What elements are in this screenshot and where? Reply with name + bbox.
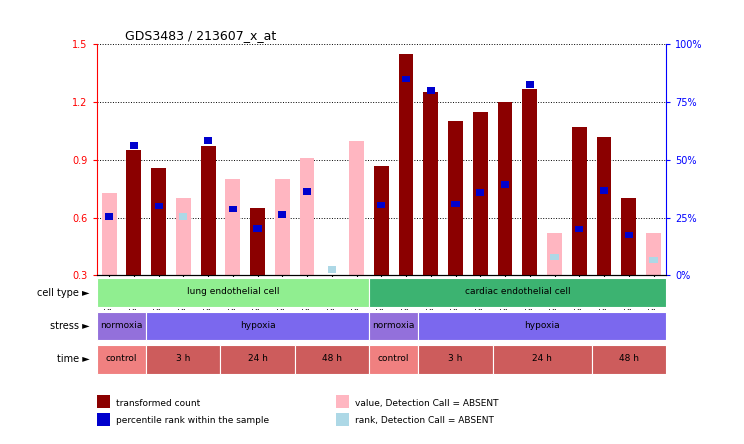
Text: 3 h: 3 h — [176, 354, 190, 363]
Bar — [597, 137, 612, 275]
Bar — [374, 166, 388, 275]
Bar — [572, 127, 587, 275]
Bar — [575, 226, 583, 233]
Bar — [551, 254, 559, 260]
Bar — [452, 201, 460, 207]
Bar — [402, 75, 410, 83]
Text: normoxia: normoxia — [373, 321, 415, 330]
Bar — [369, 345, 418, 373]
Text: hypoxia: hypoxia — [240, 321, 275, 330]
Bar — [105, 213, 113, 220]
Bar — [369, 278, 666, 307]
Bar — [327, 266, 336, 273]
Text: transformed count: transformed count — [116, 399, 200, 408]
Bar — [646, 233, 661, 275]
Bar — [97, 278, 369, 307]
Bar — [427, 87, 435, 94]
Text: stress ►: stress ► — [50, 321, 89, 331]
Bar — [97, 312, 147, 340]
Bar — [369, 312, 418, 340]
Bar — [201, 147, 216, 275]
Bar — [300, 158, 315, 275]
Bar — [129, 142, 138, 149]
Bar — [147, 312, 369, 340]
Bar — [155, 202, 163, 210]
Bar — [473, 112, 488, 275]
Bar — [275, 179, 289, 275]
Bar — [418, 345, 493, 373]
Bar — [493, 345, 591, 373]
Text: hypoxia: hypoxia — [525, 321, 560, 330]
Bar — [600, 187, 608, 194]
Bar — [650, 257, 658, 263]
Bar — [220, 345, 295, 373]
Bar — [250, 208, 265, 275]
Text: control: control — [378, 354, 409, 363]
Bar — [498, 102, 513, 275]
Bar — [278, 211, 286, 218]
Text: 3 h: 3 h — [449, 354, 463, 363]
Text: cell type ►: cell type ► — [36, 288, 89, 297]
Bar — [625, 231, 633, 238]
Text: 24 h: 24 h — [532, 354, 552, 363]
Text: cardiac endothelial cell: cardiac endothelial cell — [464, 287, 570, 297]
Bar — [349, 141, 364, 275]
Text: rank, Detection Call = ABSENT: rank, Detection Call = ABSENT — [355, 416, 494, 425]
Bar — [97, 345, 147, 373]
Bar — [399, 54, 414, 275]
Bar — [225, 179, 240, 275]
Bar — [254, 225, 262, 231]
Bar — [204, 137, 212, 144]
Text: value, Detection Call = ABSENT: value, Detection Call = ABSENT — [355, 399, 498, 408]
Bar — [151, 167, 166, 275]
Bar — [526, 81, 534, 88]
Bar — [448, 121, 463, 275]
Text: lung endothelial cell: lung endothelial cell — [187, 287, 279, 297]
Bar — [418, 312, 666, 340]
Bar — [621, 198, 636, 275]
Bar — [377, 202, 385, 208]
Text: 24 h: 24 h — [248, 354, 268, 363]
Text: 48 h: 48 h — [322, 354, 341, 363]
Bar — [179, 213, 187, 220]
Bar — [295, 345, 369, 373]
Text: normoxia: normoxia — [100, 321, 143, 330]
Text: GDS3483 / 213607_x_at: GDS3483 / 213607_x_at — [125, 29, 277, 42]
Bar — [126, 150, 141, 275]
Bar — [303, 188, 311, 195]
Bar — [476, 189, 484, 196]
Text: control: control — [106, 354, 137, 363]
Bar — [501, 182, 509, 188]
Bar — [547, 233, 562, 275]
Bar — [176, 198, 190, 275]
Bar — [102, 193, 117, 275]
Bar — [147, 345, 220, 373]
Text: 48 h: 48 h — [619, 354, 639, 363]
Text: time ►: time ► — [57, 354, 89, 364]
Text: percentile rank within the sample: percentile rank within the sample — [116, 416, 269, 425]
Bar — [591, 345, 666, 373]
Bar — [228, 206, 237, 212]
Bar — [423, 92, 438, 275]
Bar — [522, 89, 537, 275]
